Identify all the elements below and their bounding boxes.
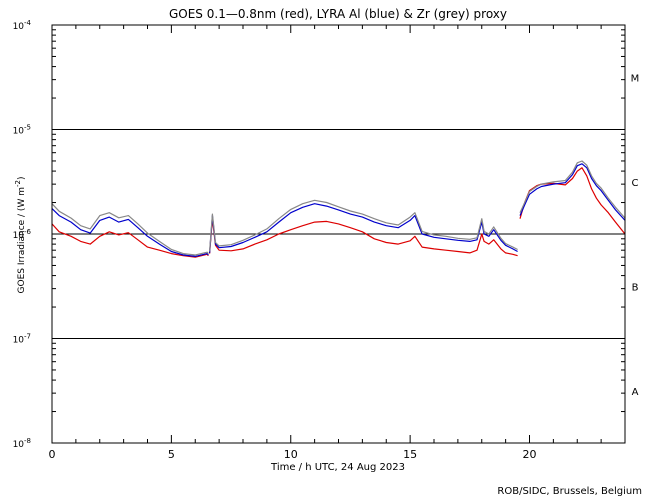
y-tick-label: 10-4 [13,19,32,32]
y-tick-label-exp: -8 [24,437,31,445]
series-line-segment [519,160,626,219]
y-axis-label: GOES Irradiance / (W m-2) [14,177,27,294]
y-tick-label-exp: -7 [24,333,31,341]
flare-class-label-a: A [632,387,639,398]
x-tick-label: 10 [284,448,298,461]
x-tick-label: 15 [403,448,417,461]
y-axis-label-main: GOES Irradiance / (W m [17,187,27,293]
x-axis-ticks: 0 5 10 15 20 [49,25,626,461]
y-tick-label-exp: -6 [24,228,32,236]
flare-class-label-m: M [631,73,640,84]
x-axis-label: Time / h UTC, 24 Aug 2023 [270,462,405,473]
series-line-segment [519,163,626,221]
y-tick-label: 10-8 [13,437,31,450]
series-line-segment [209,203,518,253]
series-lyra-al-proxy [51,163,626,257]
x-tick-label: 5 [168,448,175,461]
y-tick-label-base: 10 [13,22,25,32]
series-line-segment [209,199,518,252]
series-line-segment [519,167,626,235]
y-tick-label: 10-5 [13,124,31,137]
y-tick-label-base: 10 [13,231,25,241]
flare-class-labels: M C B A [631,73,640,398]
series-line-segment [51,203,209,256]
credit-text: ROB/SIDC, Brussels, Belgium [497,486,642,497]
y-tick-label-exp: -5 [24,124,31,132]
series-line-segment [51,223,209,258]
series-lyra-zr-proxy [51,160,626,256]
y-tick-label-base: 10 [13,440,25,450]
y-tick-label: 10-6 [13,228,32,241]
data-series-group [51,160,626,258]
y-axis-ticks: 10-410-510-610-710-8 [13,19,625,450]
y-tick-label-exp: -4 [24,19,32,27]
series-goes-0-1-0-8nm [51,167,626,258]
x-tick-label: 0 [49,448,56,461]
y-tick-label-base: 10 [13,127,25,137]
chart-title: GOES 0.1—0.8nm (red), LYRA Al (blue) & Z… [169,7,507,21]
x-tick-label: 20 [523,448,537,461]
flare-class-threshold-lines [52,129,625,339]
series-line-segment [51,208,209,257]
y-axis-label-end: ) [17,177,27,181]
y-tick-label: 10-7 [13,333,31,346]
flare-class-label-c: C [632,178,639,189]
flare-class-label-b: B [632,282,639,293]
y-axis-label-sup: -2 [14,180,22,187]
y-tick-label-base: 10 [13,336,25,346]
series-line-segment [209,218,518,257]
